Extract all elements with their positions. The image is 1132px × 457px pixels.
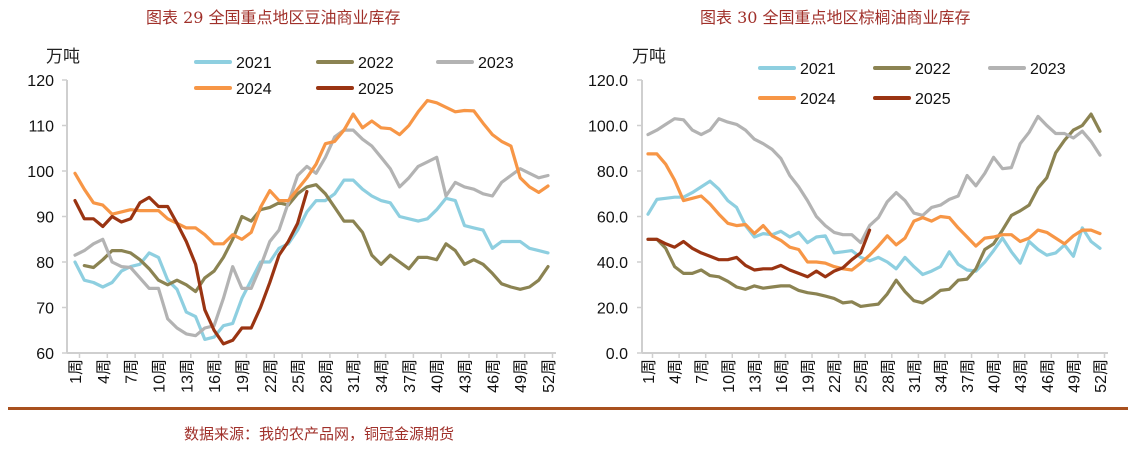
- y-tick-label: 100: [27, 164, 54, 181]
- x-tick-label: 37周: [402, 359, 419, 393]
- x-tick-label: 49周: [1066, 359, 1083, 393]
- y-tick-label: 60: [36, 346, 54, 363]
- x-tick-label: 25周: [291, 359, 308, 393]
- footer-divider: [8, 407, 1128, 410]
- legend-label-2025: 2025: [915, 91, 951, 108]
- x-tick-label: 28周: [880, 359, 897, 393]
- series-line-2022: [646, 112, 1102, 308]
- x-tick-label: 49周: [513, 359, 530, 393]
- x-tick-label: 13周: [747, 359, 764, 393]
- legend-label-2024: 2024: [800, 91, 836, 108]
- x-tick-label: 34周: [374, 359, 391, 393]
- x-tick-label: 16周: [207, 359, 224, 393]
- x-tick-label: 19周: [801, 359, 818, 393]
- y-tick-label: 20.0: [597, 301, 628, 318]
- x-tick-label: 31周: [907, 359, 924, 393]
- series-line-2023: [73, 128, 550, 338]
- y-axis-unit: 万吨: [632, 47, 666, 66]
- series-line-2025: [73, 189, 309, 346]
- x-tick-label: 40周: [987, 359, 1004, 393]
- y-tick-label: 80: [36, 255, 54, 272]
- x-tick-label: 1周: [641, 359, 658, 384]
- legend-label-2024: 2024: [236, 81, 272, 98]
- x-tick-label: 10周: [151, 359, 168, 393]
- chart-title-palm-oil: 图表 30 全国重点地区棕榈油商业库存: [700, 8, 971, 27]
- x-tick-label: 46周: [1040, 359, 1057, 393]
- legend-label-2021: 2021: [800, 61, 836, 78]
- chart-1: 万吨 60 70 80 90 100 110 120 1周 4周 7周 10周 13周 16周 19周 22周…: [27, 47, 558, 393]
- x-tick-label: 40周: [430, 359, 447, 393]
- x-tick-label: 1周: [68, 359, 85, 384]
- x-tick-label: 4周: [96, 359, 113, 384]
- y-tick-label: 70: [36, 301, 54, 318]
- chart-title-soybean-oil: 图表 29 全国重点地区豆油商业库存: [146, 8, 401, 27]
- x-tick-label: 13周: [179, 359, 196, 393]
- x-tick-label: 43周: [1013, 359, 1030, 393]
- legend-label-2023: 2023: [478, 55, 514, 72]
- x-tick-label: 19周: [235, 359, 252, 393]
- series-line-2024: [73, 98, 550, 246]
- y-axis-unit: 万吨: [46, 47, 80, 66]
- x-tick-label: 10周: [721, 359, 738, 393]
- y-tick-label: 100.0: [588, 119, 628, 136]
- legend-label-2022: 2022: [915, 61, 951, 78]
- x-tick-label: 16周: [774, 359, 791, 393]
- chart-2: 万吨 0.0 20.0 40.0 60.0 80.0 100.0 120.0 1周 4周 7周 10周…: [588, 47, 1110, 393]
- source-note: 数据来源：我的农产品网，铜冠金源期货: [184, 425, 455, 443]
- x-tick-label: 7周: [694, 359, 711, 384]
- y-tick-label: 60.0: [597, 210, 628, 227]
- y-tick-label: 40.0: [597, 255, 628, 272]
- legend-label-2023: 2023: [1030, 61, 1066, 78]
- x-tick-label: 22周: [263, 359, 280, 393]
- series-line-2024: [646, 152, 1102, 272]
- x-tick-label: 43周: [458, 359, 475, 393]
- series-line-2025: [646, 228, 872, 279]
- series-line-2023: [646, 114, 1102, 245]
- x-tick-label: 52周: [541, 359, 558, 393]
- legend-label-2021: 2021: [236, 55, 272, 72]
- x-tick-label: 22周: [827, 359, 844, 393]
- y-tick-label: 0.0: [606, 346, 628, 363]
- x-tick-label: 46周: [485, 359, 502, 393]
- x-tick-label: 52周: [1093, 359, 1110, 393]
- legend-label-2025: 2025: [358, 81, 394, 98]
- x-tick-label: 28周: [318, 359, 335, 393]
- x-tick-label: 25周: [854, 359, 871, 393]
- y-tick-label: 80.0: [597, 164, 628, 181]
- x-tick-label: 37周: [960, 359, 977, 393]
- series-line-2022: [82, 183, 550, 294]
- x-tick-label: 7周: [124, 359, 141, 384]
- legend-label-2022: 2022: [358, 55, 394, 72]
- y-tick-label: 120.0: [588, 73, 628, 90]
- series-line-2021: [646, 179, 1102, 277]
- x-tick-label: 4周: [668, 359, 685, 384]
- series-line-2021: [73, 178, 550, 341]
- y-tick-label: 110: [28, 119, 54, 136]
- y-tick-label: 90: [36, 210, 54, 227]
- x-tick-label: 34周: [933, 359, 950, 393]
- y-tick-label: 120: [27, 73, 54, 90]
- x-tick-label: 31周: [346, 359, 363, 393]
